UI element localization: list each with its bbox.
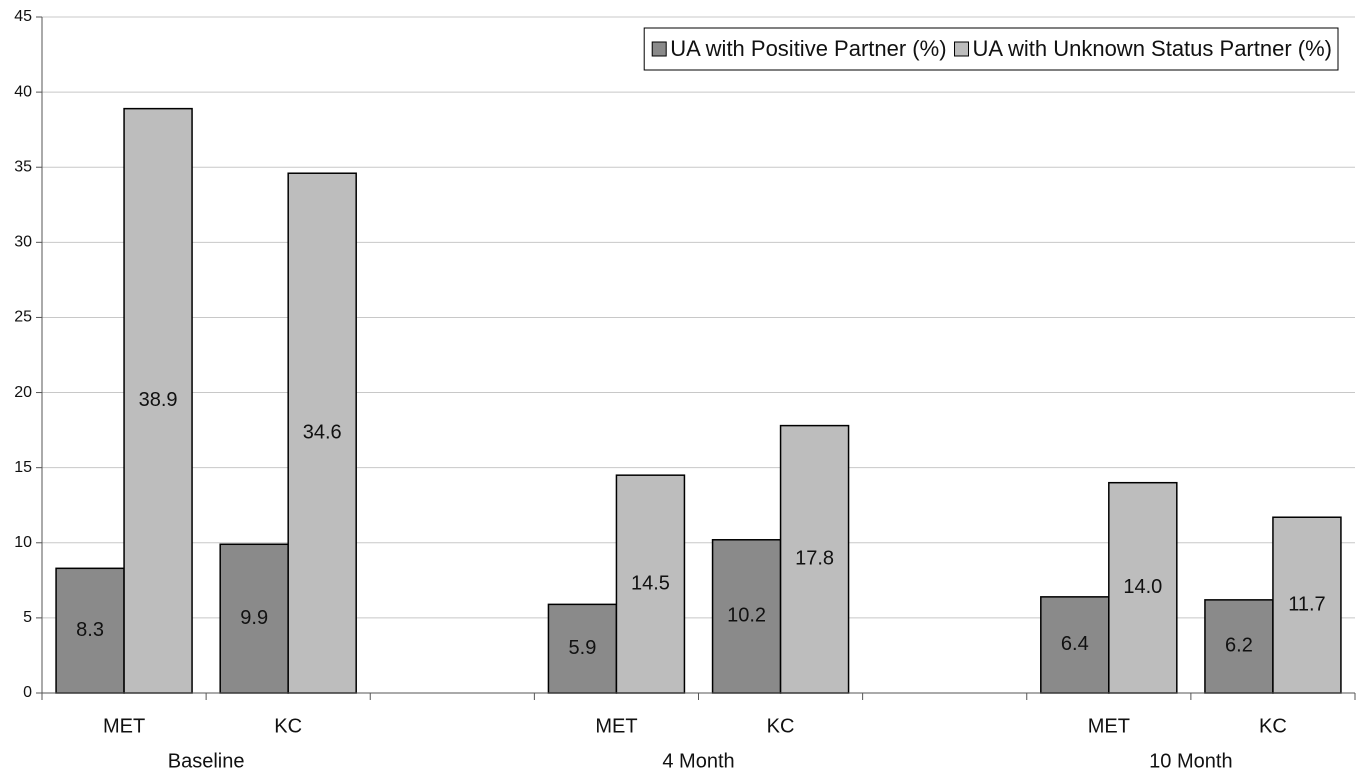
y-tick-label: 10 xyxy=(14,534,32,551)
legend-swatch xyxy=(651,41,667,57)
y-tick-label: 40 xyxy=(14,83,32,100)
legend-swatch xyxy=(954,41,970,57)
value-label: 14.5 xyxy=(631,572,670,594)
group-label: 4 Month xyxy=(662,750,734,772)
y-tick-label: 5 xyxy=(23,609,32,626)
legend-box xyxy=(643,27,1339,71)
value-label: 5.9 xyxy=(569,637,597,659)
value-label: 34.6 xyxy=(303,421,342,443)
group-label: 10 Month xyxy=(1149,750,1232,772)
x-tick-label: KC xyxy=(274,715,302,737)
value-label: 6.2 xyxy=(1225,635,1253,657)
y-tick-label: 0 xyxy=(23,684,32,701)
value-label: 17.8 xyxy=(795,548,834,570)
x-tick-label: MET xyxy=(103,715,145,737)
group-label: Baseline xyxy=(168,750,245,772)
y-tick-label: 20 xyxy=(14,384,32,401)
y-tick-label: 45 xyxy=(14,8,32,25)
x-tick-label: KC xyxy=(1259,715,1287,737)
bar xyxy=(1272,516,1342,694)
value-label: 11.7 xyxy=(1288,593,1325,615)
bar xyxy=(1204,599,1274,694)
y-tick-label: 35 xyxy=(14,158,32,175)
value-label: 10.2 xyxy=(727,605,766,627)
bar xyxy=(1108,481,1178,694)
bar xyxy=(219,543,289,694)
value-label: 9.9 xyxy=(240,607,268,629)
y-tick-label: 25 xyxy=(14,309,32,326)
x-tick-label: MET xyxy=(1088,715,1130,737)
bar xyxy=(615,474,686,694)
legend: UA with Positive Partner (%) UA with Unkn… xyxy=(643,27,1339,71)
value-label: 14.0 xyxy=(1123,576,1162,598)
value-label: 38.9 xyxy=(139,389,178,411)
x-tick-label: MET xyxy=(595,715,637,737)
y-tick-label: 15 xyxy=(14,459,32,476)
legend-label: UA with Positive Partner (%) xyxy=(670,36,946,61)
bar xyxy=(123,107,193,694)
value-label: 8.3 xyxy=(76,619,104,641)
legend-label: UA with Unknown Status Partner (%) xyxy=(973,36,1332,61)
bar xyxy=(779,424,850,694)
x-tick-label: KC xyxy=(767,715,795,737)
y-tick-label: 30 xyxy=(14,234,32,251)
bar xyxy=(711,539,782,694)
bar xyxy=(1040,596,1110,694)
bar xyxy=(287,172,357,694)
value-label: 6.4 xyxy=(1061,633,1089,655)
